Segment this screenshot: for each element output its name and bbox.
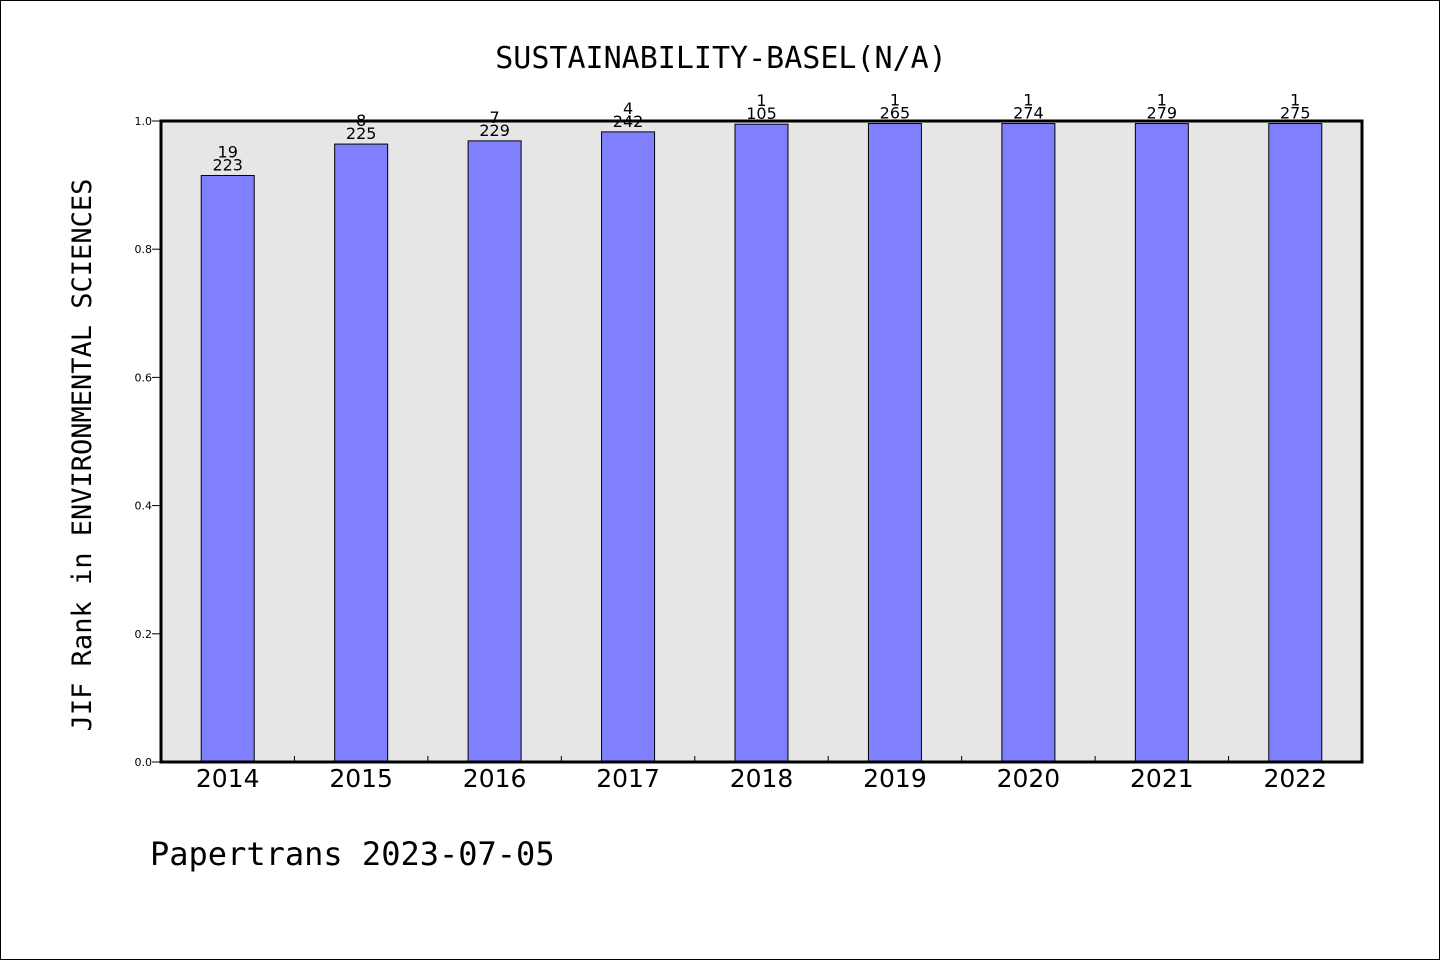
total-label: 105 <box>746 104 777 123</box>
ticks-layer: 0.0 0.2 0.4 0.6 0.8 1.0 2014 2015 2016 2017 2018 20… <box>135 115 1328 793</box>
bar <box>734 123 789 763</box>
x-tick-label: 2017 <box>596 764 660 793</box>
bar <box>1268 123 1323 763</box>
y-tick-label: 0.4 <box>135 500 153 513</box>
footer-date-label: Papertrans 2023-07-05 <box>150 835 555 873</box>
total-label: 275 <box>1280 104 1311 123</box>
rank-label: 7 <box>490 108 500 127</box>
y-tick-label: 1.0 <box>135 115 153 128</box>
bar <box>467 140 522 763</box>
total-label: 223 <box>212 155 243 174</box>
y-tick-label: 0.0 <box>135 756 153 769</box>
bar <box>601 131 656 763</box>
x-tick-label: 2020 <box>997 764 1061 793</box>
y-tick-label: 0.6 <box>135 371 153 384</box>
total-label: 229 <box>479 121 510 140</box>
y-tick-label: 0.2 <box>135 628 153 641</box>
plot-border <box>159 119 1364 764</box>
bar <box>867 123 922 763</box>
total-label: 265 <box>880 104 911 123</box>
total-label: 274 <box>1013 104 1044 123</box>
bar <box>200 174 255 763</box>
y-axis-label: JIF Rank in ENVIRONMENTAL SCIENCES <box>67 179 98 732</box>
x-tick-label: 2018 <box>730 764 794 793</box>
x-tick-label: 2019 <box>863 764 927 793</box>
y-tick-label: 0.8 <box>135 243 153 256</box>
rank-label: 19 <box>218 142 238 161</box>
bar <box>334 143 389 763</box>
x-tick-label: 2016 <box>463 764 527 793</box>
total-label: 279 <box>1147 104 1178 123</box>
x-tick-label: 2015 <box>329 764 393 793</box>
rank-label: 4 <box>623 99 633 118</box>
rank-label: 1 <box>1290 91 1300 110</box>
bar <box>1001 123 1056 763</box>
x-tick-label: 2022 <box>1263 764 1327 793</box>
chart-title: SUSTAINABILITY-BASEL(N/A) <box>495 41 947 76</box>
x-tick-label: 2021 <box>1130 764 1194 793</box>
total-label: 225 <box>346 124 377 143</box>
rank-label: 1 <box>1157 91 1167 110</box>
rank-label: 1 <box>890 91 900 110</box>
rank-label: 1 <box>1023 91 1033 110</box>
rank-label: 1 <box>756 91 766 110</box>
x-tick-label: 2014 <box>196 764 260 793</box>
bar <box>1134 123 1189 763</box>
